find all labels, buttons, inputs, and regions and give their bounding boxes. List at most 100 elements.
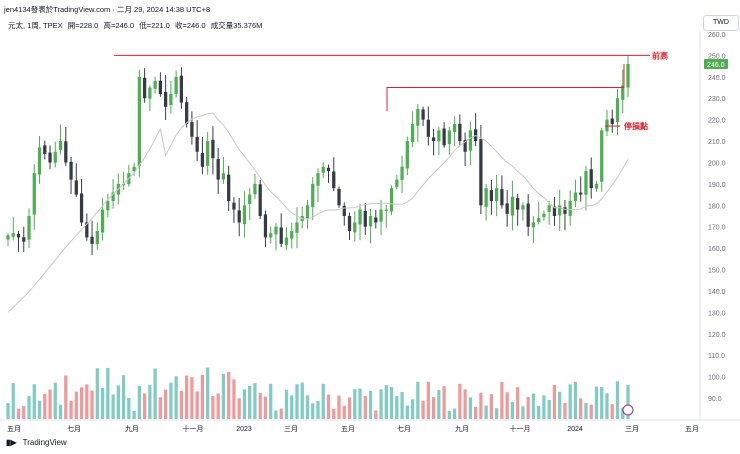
volume-bar <box>447 410 451 419</box>
x-tick-label: 五月 <box>685 425 699 433</box>
volume-bar <box>6 403 10 419</box>
x-tick-label: 2024 <box>567 426 583 433</box>
symbol-info-bar: 元太, 1周, TPEX 開=228.0 高=246.0 低=221.0 收=2… <box>8 20 265 31</box>
x-tick-label: 五月 <box>341 425 355 433</box>
candle-body <box>410 123 415 143</box>
volume-bar <box>179 390 184 419</box>
volume-bar <box>379 389 383 419</box>
volume-bar <box>437 389 441 419</box>
candle-body <box>16 233 21 238</box>
volume-bar <box>211 396 215 419</box>
candle-body <box>153 81 157 89</box>
volume-bar <box>626 385 630 419</box>
volume-bar <box>85 384 89 419</box>
candle-body <box>111 192 115 202</box>
y-tick-label: 260.0 <box>708 32 726 39</box>
y-tick-label: 150.0 <box>708 268 726 275</box>
volume-bar <box>405 405 409 419</box>
candle-body <box>379 209 383 222</box>
candle-body <box>416 108 420 126</box>
volume-bar <box>384 385 388 419</box>
candle-body <box>58 141 63 150</box>
volume-bar <box>452 408 457 419</box>
volume-bar <box>463 389 467 419</box>
candle-body <box>563 207 567 214</box>
last-price-label: 246.0 <box>707 62 725 69</box>
candle-body <box>621 85 625 100</box>
volume-bar <box>579 398 583 419</box>
volume-bar <box>589 404 593 419</box>
candle-body <box>510 196 515 216</box>
x-tick-label: 九月 <box>125 424 139 433</box>
candle-body <box>405 141 409 169</box>
volume-bar <box>321 383 325 419</box>
volume-bar <box>558 391 562 419</box>
candle-body <box>468 130 473 151</box>
previous-high-label: 前高 <box>652 50 668 60</box>
volume-bar <box>484 405 488 419</box>
volume-bar <box>37 400 42 419</box>
candle-body <box>505 203 509 214</box>
volume-bar <box>426 381 430 419</box>
candle-body <box>290 230 294 239</box>
candle-body <box>426 119 430 137</box>
candle-body <box>489 190 494 202</box>
volume-bar <box>16 408 21 419</box>
symbol-label[interactable]: 元太, 1周, TPEX <box>8 21 63 30</box>
volume-bar <box>468 397 473 419</box>
candle-body <box>185 102 189 124</box>
x-tick-label: 十一月 <box>183 424 204 433</box>
candle-body <box>85 222 89 238</box>
candle-body <box>332 171 336 189</box>
y-tick-label: 230.0 <box>708 96 726 103</box>
candle-body <box>400 166 404 180</box>
candle-body <box>263 214 268 238</box>
candle-body <box>526 203 530 227</box>
volume-bar <box>100 387 105 419</box>
volume-bar <box>400 391 404 419</box>
candle-body <box>321 166 325 173</box>
volume-bar <box>90 390 94 419</box>
candle-body <box>347 215 352 231</box>
candle-body <box>573 192 578 202</box>
volume-bar <box>253 383 257 419</box>
candle-body <box>174 76 178 95</box>
candle-body <box>142 77 147 99</box>
candle-body <box>95 230 99 245</box>
candle-body <box>221 173 226 180</box>
volume-bar <box>516 387 520 419</box>
volume-bar <box>248 385 252 419</box>
y-tick-label: 100.0 <box>708 375 726 382</box>
currency-button[interactable]: TWD <box>703 15 739 31</box>
volume-bar <box>32 384 36 419</box>
candle-body <box>295 222 299 233</box>
candle-body <box>22 237 26 242</box>
volume-bar <box>305 395 310 419</box>
volume-bar <box>221 373 226 419</box>
candle-body <box>158 80 163 94</box>
volume-bar <box>347 397 352 419</box>
y-tick-label: 220.0 <box>708 118 726 125</box>
volume-bar <box>111 394 115 419</box>
volume-bar <box>142 393 147 419</box>
candle-body <box>568 201 572 216</box>
volume-bar <box>11 383 15 419</box>
tradingview-logo-icon: ▮▶ <box>6 438 17 447</box>
volume-bar <box>568 384 572 419</box>
candle-body <box>258 184 262 216</box>
range-bracket-line <box>386 63 625 112</box>
volume-bar <box>195 391 199 419</box>
volume-bar <box>290 395 294 419</box>
candle-body <box>284 237 289 246</box>
candle-body <box>516 198 520 210</box>
volume-bar <box>148 385 152 419</box>
volume-bar <box>605 393 609 419</box>
x-tick-label: 三月 <box>284 425 298 433</box>
volume-bar <box>610 404 614 419</box>
volume-bar <box>53 382 57 419</box>
volume-bar <box>295 384 299 419</box>
y-tick-label: 160.0 <box>708 246 726 253</box>
x-tick-label: 十一月 <box>510 424 531 433</box>
candle-body <box>479 139 483 206</box>
